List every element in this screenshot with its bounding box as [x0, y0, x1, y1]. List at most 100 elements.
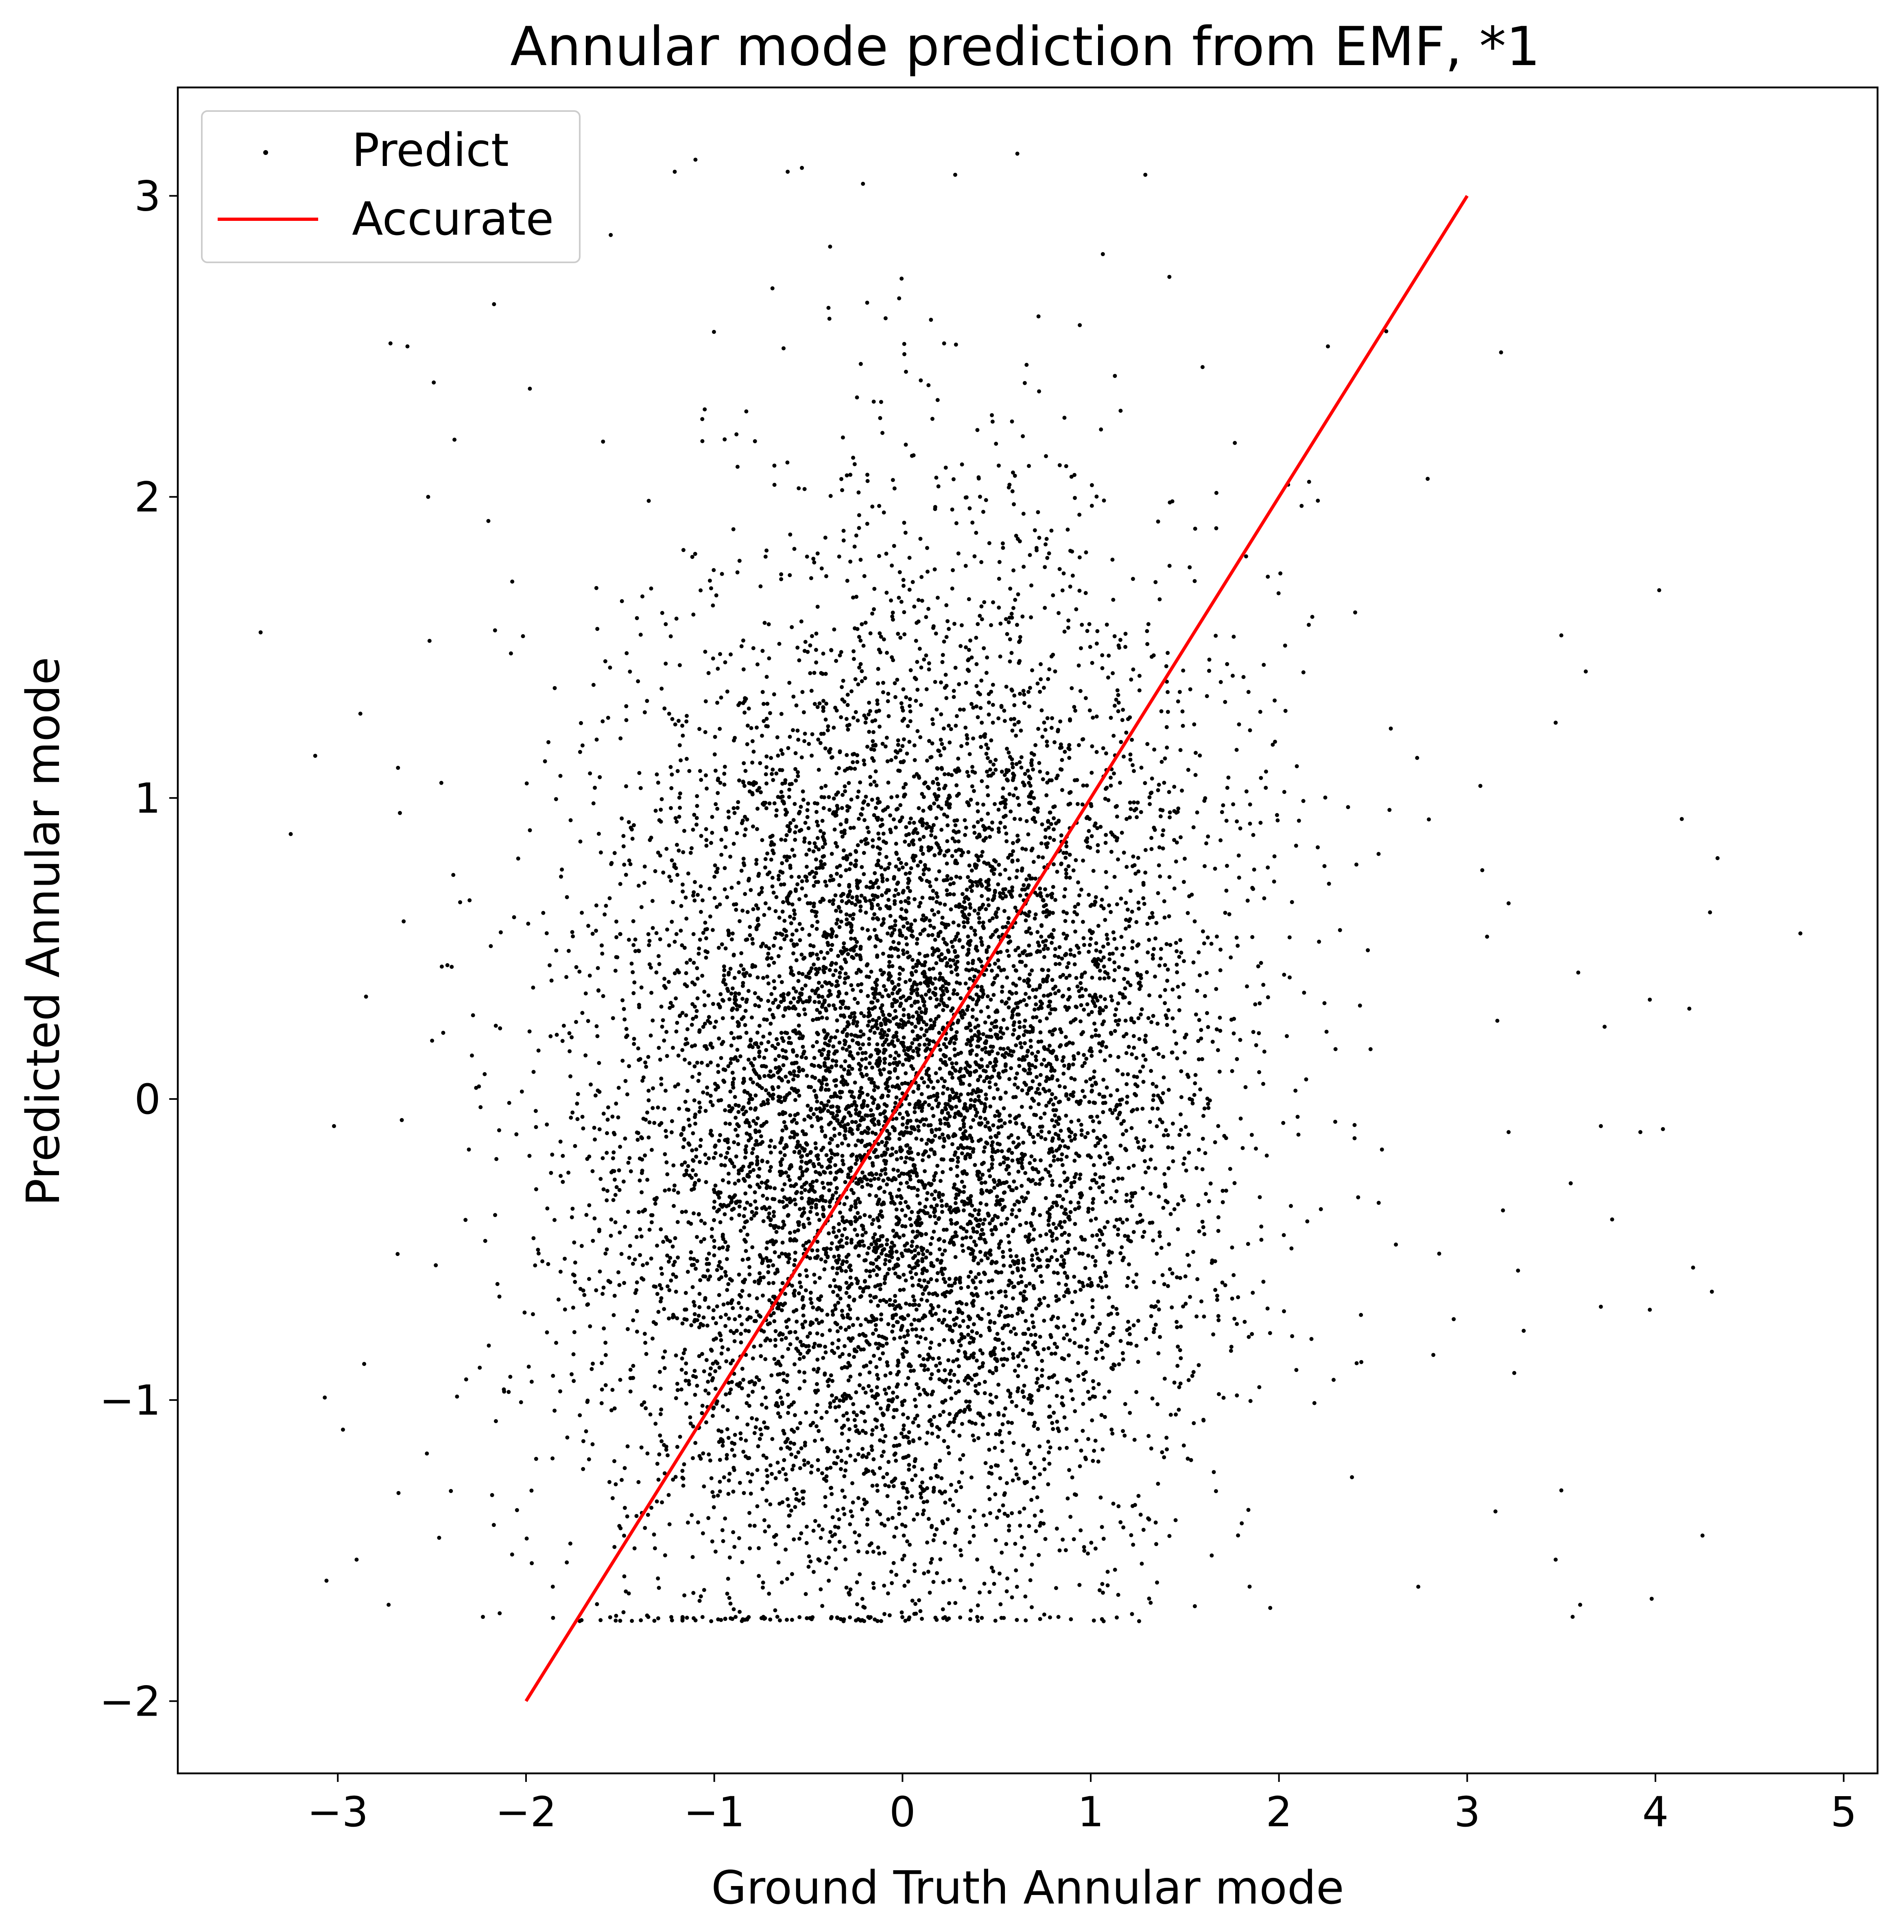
predict-point: [973, 1163, 977, 1167]
predict-point: [854, 1540, 858, 1545]
predict-point: [915, 941, 919, 946]
predict-point: [797, 1093, 801, 1098]
predict-point: [605, 1198, 609, 1203]
predict-point: [894, 1249, 899, 1254]
predict-point: [695, 1060, 699, 1065]
predict-point: [1130, 1204, 1134, 1208]
predict-point: [566, 1171, 571, 1175]
predict-point: [1091, 995, 1095, 1000]
predict-point: [942, 639, 946, 644]
predict-point: [1028, 1132, 1033, 1136]
predict-point: [1107, 654, 1111, 658]
predict-point: [1040, 1374, 1044, 1378]
predict-point: [288, 832, 293, 836]
predict-point: [764, 1468, 769, 1472]
predict-point: [864, 842, 868, 846]
predict-point: [628, 1367, 633, 1372]
predict-point: [1012, 1202, 1017, 1207]
predict-point: [1050, 1092, 1054, 1097]
predict-point: [793, 1505, 797, 1509]
predict-point: [859, 982, 864, 986]
predict-point: [1248, 728, 1252, 733]
predict-point: [704, 936, 708, 940]
predict-point: [730, 1161, 734, 1165]
predict-point: [817, 847, 821, 852]
predict-point: [651, 926, 655, 930]
predict-point: [1047, 551, 1051, 556]
predict-point: [819, 1587, 823, 1592]
predict-point: [1170, 1050, 1175, 1055]
predict-point: [601, 1285, 606, 1290]
predict-point: [612, 1406, 617, 1411]
predict-point: [784, 934, 789, 938]
predict-point: [958, 1548, 963, 1553]
predict-point: [852, 1015, 857, 1019]
predict-point: [890, 991, 895, 996]
predict-point: [830, 943, 834, 947]
predict-point: [765, 1480, 769, 1485]
predict-point: [900, 1122, 905, 1127]
predict-point: [725, 1288, 729, 1292]
predict-point: [1067, 756, 1072, 760]
predict-point: [560, 867, 564, 872]
predict-point: [1175, 840, 1179, 845]
predict-point: [880, 1522, 884, 1526]
predict-point: [803, 821, 808, 825]
predict-point: [814, 866, 819, 870]
predict-point: [744, 1144, 749, 1149]
predict-point: [1103, 1415, 1107, 1419]
predict-point: [900, 1254, 905, 1258]
predict-point: [1120, 831, 1124, 835]
predict-point: [975, 1331, 979, 1335]
predict-point: [884, 1242, 889, 1247]
predict-point: [1002, 1491, 1007, 1496]
predict-point: [1044, 1103, 1048, 1108]
predict-point: [996, 958, 1000, 962]
predict-point: [1151, 1047, 1156, 1051]
predict-point: [734, 907, 738, 912]
predict-point: [603, 1252, 608, 1256]
predict-point: [1083, 1135, 1087, 1139]
predict-point: [1205, 1011, 1209, 1015]
predict-point: [874, 1365, 879, 1369]
predict-point: [972, 1438, 976, 1443]
predict-point: [1091, 715, 1095, 720]
predict-point: [1176, 1202, 1180, 1206]
predict-point: [1111, 1179, 1116, 1183]
predict-point: [1032, 1227, 1036, 1232]
predict-point: [604, 904, 608, 908]
predict-point: [1061, 1071, 1066, 1076]
predict-point: [950, 854, 954, 858]
predict-point: [622, 862, 627, 867]
predict-point: [1138, 1212, 1142, 1217]
predict-point: [1027, 1524, 1031, 1528]
predict-point: [1120, 1176, 1124, 1181]
predict-point: [836, 1300, 841, 1305]
predict-point: [699, 884, 703, 888]
predict-point: [915, 1512, 919, 1516]
predict-point: [842, 1067, 846, 1072]
predict-point: [1046, 1004, 1050, 1009]
predict-point: [848, 1208, 853, 1212]
predict-point: [910, 1327, 915, 1332]
predict-point: [867, 700, 871, 705]
predict-point: [1191, 825, 1196, 829]
predict-point: [878, 992, 882, 996]
predict-point: [852, 649, 856, 654]
predict-point: [891, 1167, 896, 1172]
predict-point: [1137, 1037, 1142, 1041]
predict-point: [712, 1245, 716, 1249]
predict-point: [775, 1461, 780, 1465]
predict-point: [865, 744, 869, 749]
predict-point: [925, 569, 930, 574]
predict-point: [674, 1289, 678, 1294]
predict-point: [827, 795, 831, 799]
predict-point: [1201, 1114, 1205, 1118]
predict-point: [668, 1001, 673, 1005]
predict-point: [1261, 1082, 1265, 1086]
predict-point: [1010, 1511, 1014, 1516]
predict-point: [967, 648, 971, 652]
predict-point: [1046, 1047, 1050, 1052]
predict-point: [855, 753, 859, 757]
predict-point: [1170, 1121, 1175, 1126]
